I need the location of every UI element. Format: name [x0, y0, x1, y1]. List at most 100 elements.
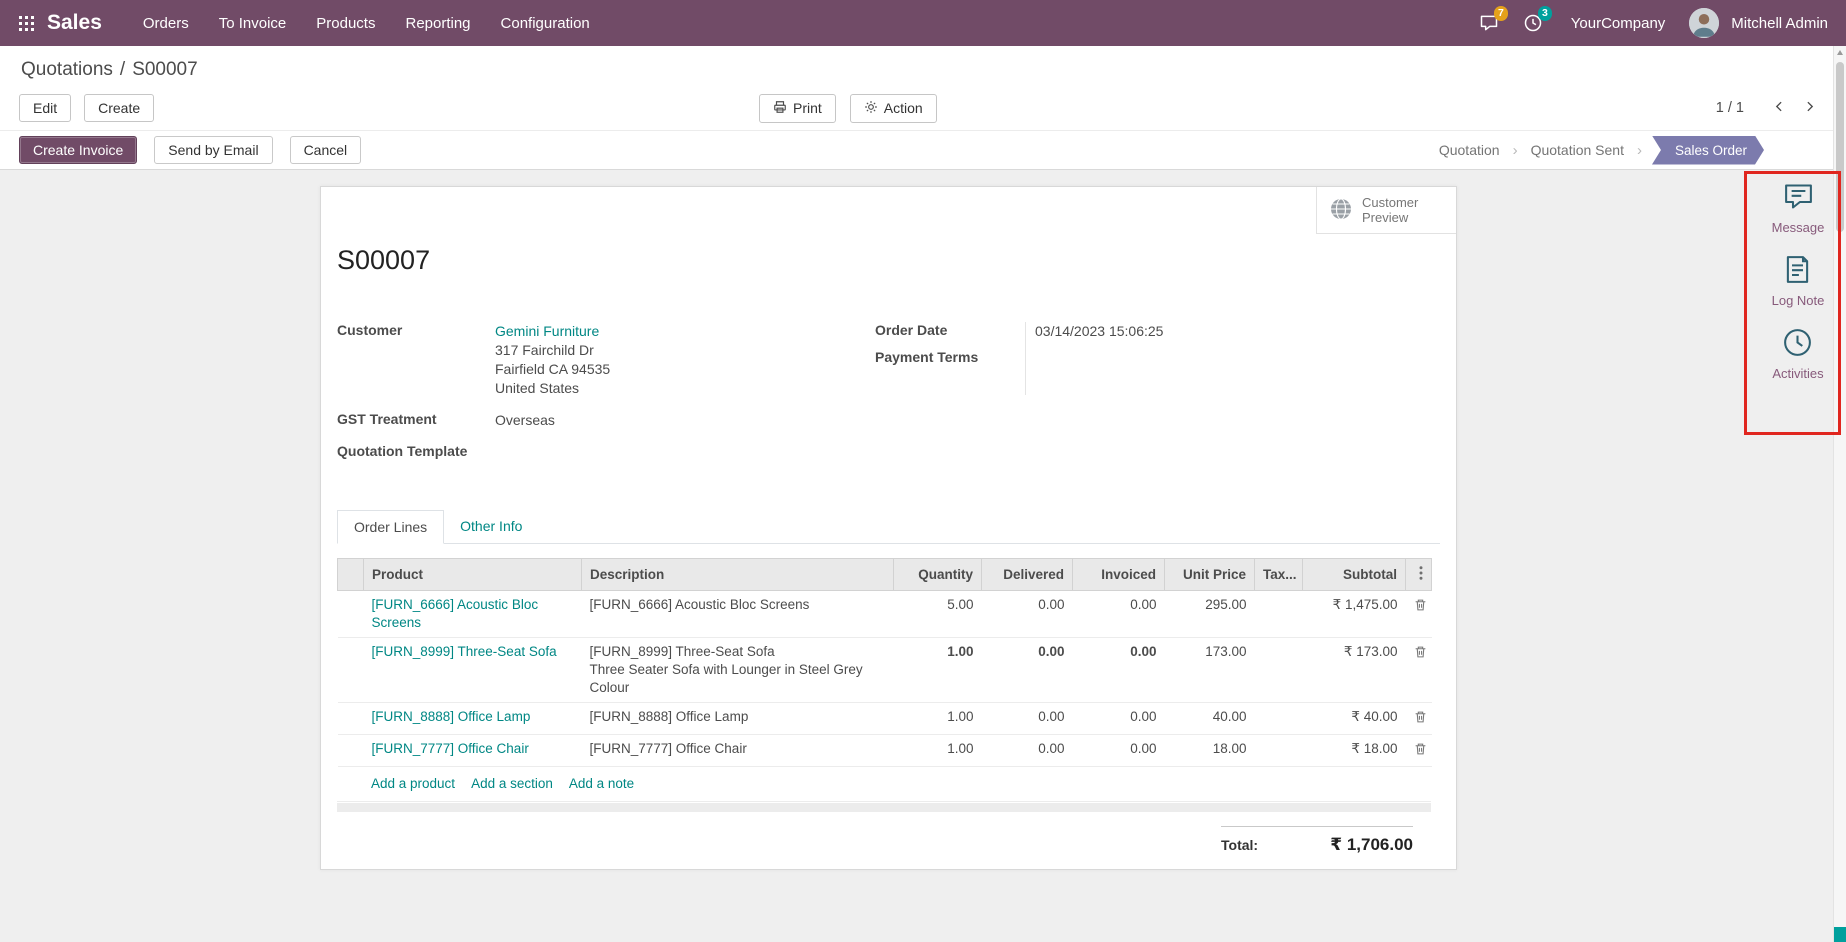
product-link[interactable]: [FURN_8888] Office Lamp — [371, 709, 531, 724]
customer-link[interactable]: Gemini Furniture — [495, 323, 600, 339]
field-group-left: Customer Gemini Furniture 317 Fairchild … — [337, 322, 875, 472]
cp-center-buttons: Print Action — [759, 93, 937, 123]
pager-previous-button[interactable] — [1771, 98, 1788, 118]
col-header-delivered[interactable]: Delivered — [981, 558, 1073, 591]
status-step-sales-order[interactable]: Sales Order — [1652, 136, 1764, 165]
messages-icon[interactable]: 7 — [1479, 6, 1508, 33]
chatter-activities-button[interactable]: Activities — [1772, 326, 1824, 381]
delivered-cell: 0.00 — [981, 637, 1073, 703]
col-header-taxes[interactable]: Tax... — [1254, 558, 1303, 591]
company-switcher[interactable]: YourCompany — [1570, 14, 1666, 32]
scrollbar[interactable] — [1833, 46, 1846, 942]
message-icon — [1782, 180, 1815, 216]
user-menu[interactable]: Mitchell Admin — [1731, 14, 1828, 32]
quantity-cell: 1.00 — [893, 734, 982, 767]
customer-address-line: Fairfield CA 94535 — [495, 361, 611, 377]
field-groups: Customer Gemini Furniture 317 Fairchild … — [337, 322, 1440, 472]
table-row[interactable]: [FURN_8999] Three-Seat Sofa [FURN_8999] … — [337, 637, 1432, 703]
chatter-log-note-button[interactable]: Log Note — [1772, 253, 1824, 308]
menu-products[interactable]: Products — [316, 14, 376, 32]
col-header-description[interactable]: Description — [581, 558, 894, 591]
payment-terms-value — [1025, 349, 1440, 395]
col-header-handle — [337, 558, 364, 591]
subtotal-cell: ₹ 18.00 — [1302, 734, 1406, 767]
globe-icon — [1329, 197, 1353, 224]
statusbar-buttons: Create Invoice Send by Email Cancel — [19, 136, 362, 164]
cp-left-buttons: Edit Create — [19, 94, 155, 122]
app-name[interactable]: Sales — [47, 11, 102, 34]
chatter-message-label: Message — [1771, 220, 1825, 235]
status-step-quotation-sent[interactable]: Quotation Sent — [1530, 142, 1624, 158]
scroll-corner-accent[interactable] — [1834, 927, 1846, 942]
breadcrumb-separator: / — [119, 59, 126, 80]
user-avatar[interactable] — [1689, 8, 1720, 38]
col-header-subtotal[interactable]: Subtotal — [1302, 558, 1406, 591]
table-row[interactable]: [FURN_6666] Acoustic Bloc Screens [FURN_… — [337, 590, 1432, 638]
breadcrumb-current: S00007 — [132, 59, 198, 80]
tab-other-info[interactable]: Other Info — [460, 518, 523, 534]
create-button[interactable]: Create — [84, 94, 155, 122]
customer-preview-button[interactable]: Customer Preview — [1316, 187, 1456, 234]
activities-badge: 3 — [1537, 6, 1552, 21]
add-a-product-link[interactable]: Add a product — [371, 776, 456, 791]
order-lines-table: Product Description Quantity Delivered I… — [337, 558, 1432, 767]
add-a-section-link[interactable]: Add a section — [471, 776, 553, 791]
content-area: Customer Preview S00007 Customer Gemini … — [0, 170, 1846, 942]
payment-terms-field: Payment Terms — [875, 349, 1440, 395]
create-invoice-button[interactable]: Create Invoice — [19, 136, 138, 164]
product-link[interactable]: [FURN_7777] Office Chair — [371, 741, 529, 756]
activities-tray-icon[interactable]: 3 — [1523, 6, 1552, 33]
breadcrumb: Quotations / S00007 — [0, 46, 1846, 86]
invoiced-cell: 0.00 — [1072, 590, 1165, 638]
cancel-button[interactable]: Cancel — [289, 136, 362, 164]
unit-price-cell: 173.00 — [1164, 637, 1255, 703]
pager-next-button[interactable] — [1801, 98, 1818, 118]
chatter-message-button[interactable]: Message — [1771, 180, 1825, 235]
send-by-email-button[interactable]: Send by Email — [154, 136, 273, 164]
edit-button[interactable]: Edit — [19, 94, 72, 122]
menu-to-invoice[interactable]: To Invoice — [218, 14, 287, 32]
add-a-note-link[interactable]: Add a note — [568, 776, 635, 791]
payment-terms-label: Payment Terms — [875, 349, 979, 365]
description-text: [FURN_7777] Office Chair — [589, 741, 747, 756]
print-label: Print — [793, 100, 822, 116]
scroll-up-icon[interactable] — [1837, 50, 1843, 55]
invoiced-cell: 0.00 — [1072, 702, 1165, 735]
product-link[interactable]: [FURN_6666] Acoustic Bloc Screens — [371, 597, 539, 630]
col-header-unit-price[interactable]: Unit Price — [1164, 558, 1255, 591]
menu-configuration[interactable]: Configuration — [500, 14, 590, 32]
description-text: [FURN_8888] Office Lamp — [589, 709, 749, 724]
col-header-invoiced[interactable]: Invoiced — [1072, 558, 1165, 591]
table-row[interactable]: [FURN_7777] Office Chair [FURN_7777] Off… — [337, 734, 1432, 767]
tab-order-lines[interactable]: Order Lines — [337, 510, 445, 544]
breadcrumb-quotations[interactable]: Quotations — [21, 59, 113, 80]
column-options-icon[interactable] — [1405, 558, 1432, 591]
menu-reporting[interactable]: Reporting — [405, 14, 471, 32]
apps-menu-icon[interactable] — [0, 0, 47, 46]
delete-row-icon[interactable] — [1405, 702, 1432, 735]
menu-orders[interactable]: Orders — [142, 14, 189, 32]
col-header-product[interactable]: Product — [363, 558, 582, 591]
quotation-template-value — [495, 443, 875, 459]
action-button[interactable]: Action — [849, 93, 937, 123]
table-row[interactable]: [FURN_8888] Office Lamp [FURN_8888] Offi… — [337, 702, 1432, 735]
col-header-quantity[interactable]: Quantity — [893, 558, 982, 591]
taxes-cell — [1254, 734, 1303, 767]
order-date-label: Order Date — [875, 322, 948, 338]
delete-row-icon[interactable] — [1405, 734, 1432, 767]
delete-row-icon[interactable] — [1405, 637, 1432, 703]
status-step-quotation[interactable]: Quotation — [1438, 142, 1500, 158]
order-date-value: 03/14/2023 15:06:25 — [1025, 322, 1440, 349]
delete-row-icon[interactable] — [1405, 590, 1432, 638]
top-navbar: Sales Orders To Invoice Products Reporti… — [0, 0, 1846, 46]
product-link[interactable]: [FURN_8999] Three-Seat Sofa — [371, 644, 557, 659]
list-add-links: Add a product Add a section Add a note — [337, 767, 1431, 802]
pager-next-icon — [1803, 100, 1816, 116]
scrollbar-thumb[interactable] — [1836, 62, 1844, 232]
print-button[interactable]: Print — [759, 93, 836, 123]
order-total: Total: ₹ 1,706.00 — [1221, 826, 1413, 855]
pager: 1 / 1 — [1716, 98, 1826, 118]
description-text: Three Seater Sofa with Lounger in Steel … — [589, 662, 863, 695]
row-handle — [337, 590, 364, 638]
